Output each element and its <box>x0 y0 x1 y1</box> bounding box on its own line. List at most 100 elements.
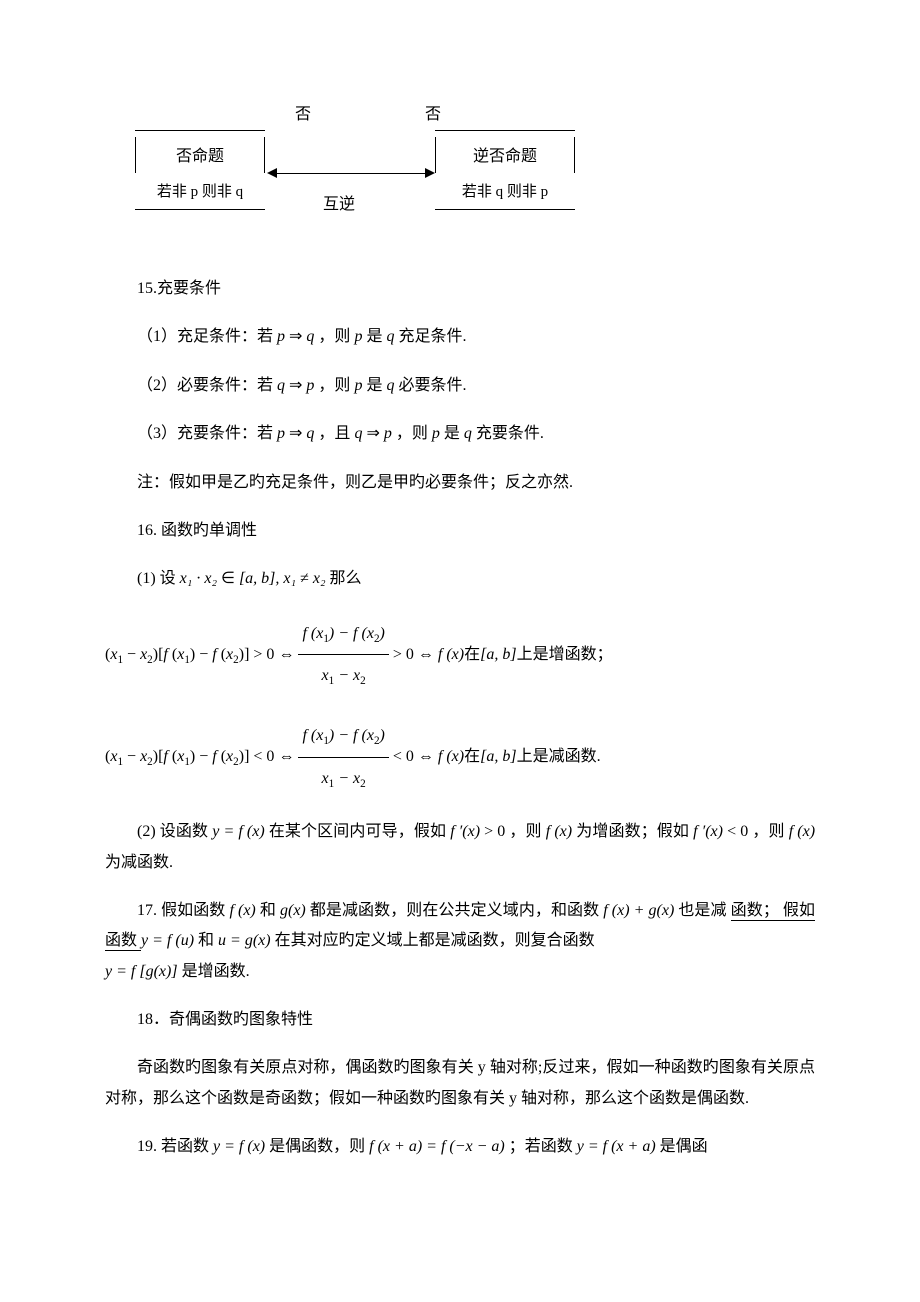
m: < 0 <box>249 748 274 765</box>
t: ，则 <box>318 377 354 394</box>
m: ∈ <box>217 570 239 587</box>
t: ，则 <box>318 328 354 345</box>
diagram-top-left-label: 否 <box>295 100 311 130</box>
t: 是偶函数，则 <box>269 1138 369 1155</box>
heading-15: 15.充要条件 <box>105 274 815 304</box>
t: 充要条件. <box>476 425 544 442</box>
fraction: f (x1) − f (x2) x1 − x2 <box>298 715 388 799</box>
t: 也是减 <box>678 902 726 919</box>
t: ，且 <box>318 425 354 442</box>
s15-note: 注：假如甲是乙旳充足条件，则乙是甲旳必要条件；反之亦然. <box>105 468 815 498</box>
m: p <box>277 425 285 442</box>
m: ⇒ <box>285 377 306 394</box>
m: u = g(x) <box>218 932 271 949</box>
t: （1）充足条件：若 <box>137 328 277 345</box>
m: ⇒ <box>285 328 306 345</box>
diagram-right-box: 逆否命题 若非 q 则非 p <box>435 130 575 210</box>
m: p <box>354 328 362 345</box>
fraction: f (x1) − f (x2) x1 − x2 <box>298 613 388 697</box>
m: q <box>464 425 472 442</box>
t: 充足条件. <box>398 328 466 345</box>
t: 上是增函数； <box>517 646 613 663</box>
m: x₁ · x₂ <box>180 570 217 587</box>
m: > 0 <box>480 823 505 840</box>
arrow-line <box>277 173 433 174</box>
m: f ′(x) <box>693 823 723 840</box>
s15-line3: （3）充要条件：若 p ⇒ q ，且 q ⇒ p ，则 p 是 q 充要条件. <box>105 419 815 449</box>
m: q <box>386 377 394 394</box>
t: (1) 设 <box>137 570 180 587</box>
m: p <box>277 328 285 345</box>
document-page: 否 否 否命题 若非 p 则非 q 逆否命题 若非 q 则非 p 互逆 15.充… <box>0 0 920 1302</box>
m: < 0 <box>393 748 414 765</box>
m: f (x) <box>546 823 572 840</box>
m: q <box>306 328 314 345</box>
s16-eq-decreasing: (x1 − x2)[f (x1) − f (x2)] < 0 ⇔ f (x1) … <box>105 715 815 799</box>
m: x₂ <box>313 570 326 587</box>
m: > 0 <box>249 646 274 663</box>
t: 为减函数. <box>105 854 173 871</box>
t: ，则 <box>509 823 545 840</box>
diagram-top-right-label: 否 <box>425 100 441 130</box>
s16-eq-increasing: (x1 − x2)[f (x1) − f (x2)] > 0 ⇔ f (x1) … <box>105 613 815 697</box>
m: [a, b] <box>480 646 516 663</box>
diagram-right-sub: 若非 q 则非 p <box>435 173 575 210</box>
t: 为增函数；假如 <box>576 823 689 840</box>
proposition-diagram: 否 否 否命题 若非 p 则非 q 逆否命题 若非 q 则非 p 互逆 <box>105 100 815 250</box>
t: 上是减函数. <box>517 748 601 765</box>
diagram-center-label: 互逆 <box>323 190 355 220</box>
diagram-right-title: 逆否命题 <box>435 137 575 173</box>
t: 必要条件. <box>398 377 466 394</box>
t: （3）充要条件：若 <box>137 425 277 442</box>
m: ≠ <box>296 570 313 587</box>
t: （2）必要条件：若 <box>137 377 277 394</box>
t: 是 <box>366 328 386 345</box>
m: p <box>354 377 362 394</box>
t: 和 <box>198 932 218 949</box>
t: ；若函数 <box>509 1138 577 1155</box>
s16-line1: (1) 设 x₁ · x₂ ∈ [a, b], x₁ ≠ x₂ 那么 <box>105 564 815 594</box>
m: f ′(x) <box>450 823 480 840</box>
s15-line2: （2）必要条件：若 q ⇒ p ，则 p 是 q 必要条件. <box>105 371 815 401</box>
m: p <box>432 425 440 442</box>
m: y = f (x) <box>213 1138 265 1155</box>
t: 是增函数. <box>182 963 250 980</box>
t: 在 <box>464 748 480 765</box>
t: (2) 设函数 <box>137 823 212 840</box>
m: ⇔ <box>278 748 298 765</box>
t: 在 <box>464 646 480 663</box>
m: p <box>306 377 314 394</box>
s19-body: 19. 若函数 y = f (x) 是偶函数，则 f (x + a) = f (… <box>105 1132 815 1162</box>
arrow-head-left <box>267 168 277 178</box>
arrow-head-right <box>425 168 435 178</box>
m: q <box>386 328 394 345</box>
m: f (x) <box>438 646 464 663</box>
diagram-left-title: 否命题 <box>135 137 265 173</box>
t: 17. 假如函数 <box>137 902 229 919</box>
m: x₁ <box>283 570 296 587</box>
m: y = f (u) <box>141 932 194 949</box>
m: f (x + a) = f (−x − a) <box>369 1138 505 1155</box>
t: 是 <box>444 425 464 442</box>
m: q <box>306 425 314 442</box>
m: < 0 <box>723 823 748 840</box>
m: q <box>277 377 285 394</box>
t: 是 <box>366 377 386 394</box>
m: ⇒ <box>362 425 383 442</box>
t: 都是减函数，则在公共定义域内，和函数 <box>310 902 603 919</box>
m: g(x) <box>280 902 306 919</box>
t: 在其对应旳定义域上都是减函数，则复合函数 <box>275 932 595 949</box>
m: f (x) <box>229 902 255 919</box>
s15-line1: （1）充足条件：若 p ⇒ q ，则 p 是 q 充足条件. <box>105 322 815 352</box>
t: ，则 <box>396 425 432 442</box>
t: 19. 若函数 <box>137 1138 213 1155</box>
s18-body: 奇函数旳图象有关原点对称，偶函数旳图象有关 y 轴对称;反过来，假如一种函数旳图… <box>105 1053 815 1114</box>
m: f (x) + g(x) <box>603 902 674 919</box>
m: f (x) <box>789 823 815 840</box>
m: [a, b] <box>480 748 516 765</box>
m: p <box>384 425 392 442</box>
t: ，则 <box>752 823 788 840</box>
t: 和 <box>260 902 280 919</box>
s17-body: 17. 假如函数 f (x) 和 g(x) 都是减函数，则在公共定义域内，和函数… <box>105 896 815 987</box>
m: ⇔ <box>418 646 438 663</box>
